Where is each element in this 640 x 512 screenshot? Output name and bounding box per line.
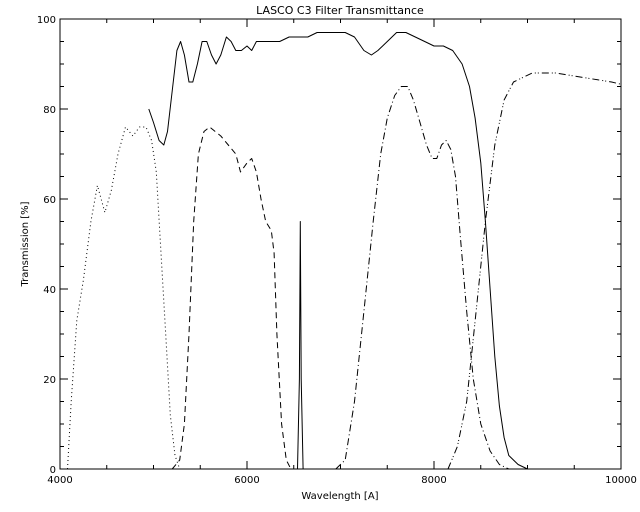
plot-frame — [59, 18, 622, 470]
axis-ticks — [59, 18, 622, 470]
y-axis-label: Transmission [%] — [20, 201, 31, 287]
series-line-2-dashed — [171, 126, 292, 470]
series-layer — [67, 32, 622, 470]
y-tick-label: 40 — [43, 285, 56, 296]
series-line-1-dotted — [67, 126, 181, 470]
y-tick-label: 0 — [50, 465, 56, 476]
series-line-6-dash-dot-dot — [447, 72, 622, 470]
chart-title: LASCO C3 Filter Transmittance — [256, 4, 424, 17]
x-tick-label: 6000 — [234, 475, 259, 486]
axis-tick-labels: 4000 6000 8000 10000 0 20 40 60 80 100 — [37, 15, 637, 486]
y-tick-label: 60 — [43, 195, 56, 206]
x-tick-label: 8000 — [421, 475, 446, 486]
series-line-5-dash-dot — [335, 86, 510, 470]
y-tick-label: 20 — [43, 375, 56, 386]
series-line-4-solid — [297, 221, 304, 470]
y-tick-label: 80 — [43, 105, 56, 116]
y-tick-label: 100 — [37, 15, 56, 26]
x-tick-label: 10000 — [605, 475, 637, 486]
x-tick-label: 4000 — [47, 475, 72, 486]
x-axis-label: Wavelength [A] — [301, 491, 378, 502]
series-line-3-solid — [148, 32, 528, 470]
